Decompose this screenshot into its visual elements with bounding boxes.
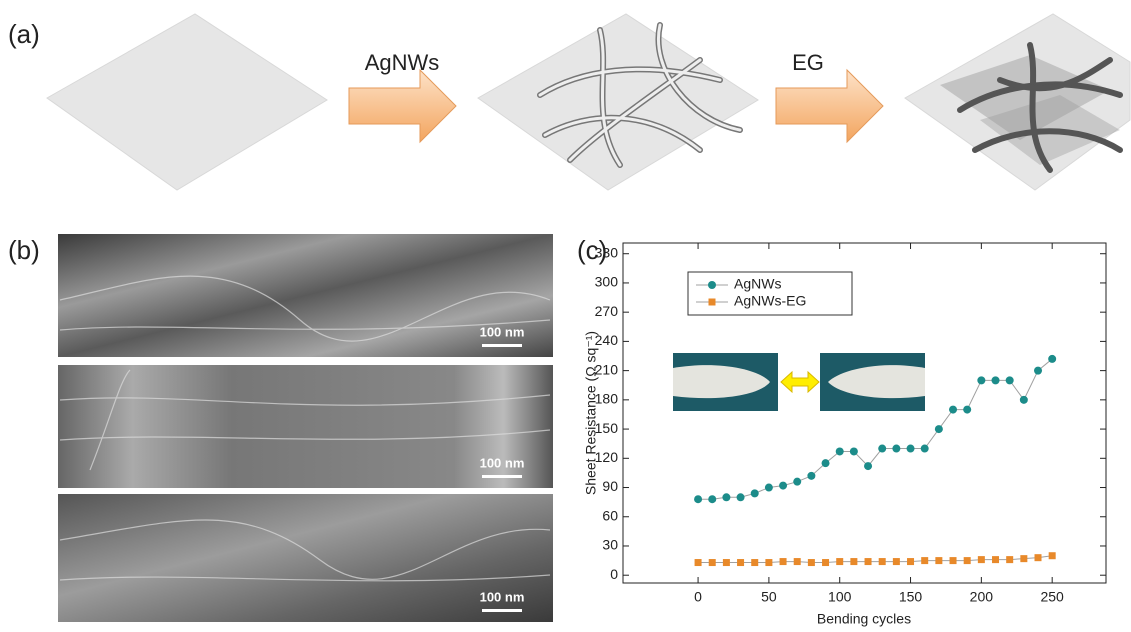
substrate	[47, 14, 327, 190]
y-tick-label: 300	[595, 274, 619, 290]
marker	[708, 495, 716, 503]
arrow	[349, 70, 456, 142]
arrow-label: AgNWs	[365, 50, 440, 75]
marker	[709, 559, 716, 566]
x-tick-label: 200	[970, 589, 994, 605]
marker	[737, 559, 744, 566]
x-tick-label: 50	[761, 589, 777, 605]
marker	[850, 558, 857, 565]
series-line	[698, 556, 1052, 563]
marker	[1006, 556, 1013, 563]
marker	[1049, 552, 1056, 559]
y-tick-label: 270	[595, 303, 619, 319]
marker	[865, 558, 872, 565]
marker	[708, 281, 716, 289]
marker	[878, 445, 886, 453]
marker	[765, 559, 772, 566]
y-axis-label: Sheet Resistance (Ω sq⁻¹)	[583, 331, 599, 495]
marker	[978, 556, 985, 563]
legend-label: AgNWs	[734, 276, 781, 292]
marker	[950, 557, 957, 564]
marker	[694, 495, 702, 503]
figure: (a) AgNWs EG (b) 100 nm 100 nm	[0, 0, 1131, 632]
y-tick-label: 0	[610, 566, 618, 582]
marker	[822, 459, 830, 467]
marker	[935, 557, 942, 564]
marker	[992, 376, 1000, 384]
marker	[1035, 554, 1042, 561]
scale-bar	[482, 609, 522, 612]
marker	[850, 447, 858, 455]
marker	[808, 559, 815, 566]
marker	[892, 445, 900, 453]
y-tick-label: 210	[595, 361, 619, 377]
inset-photo	[673, 353, 925, 411]
marker	[695, 559, 702, 566]
x-tick-label: 0	[694, 589, 702, 605]
y-tick-label: 120	[595, 449, 619, 465]
marker	[1034, 367, 1042, 375]
scale-bar	[482, 475, 522, 478]
y-tick-label: 30	[602, 537, 618, 553]
marker	[864, 462, 872, 470]
marker	[1006, 376, 1014, 384]
scale-bar-label: 100 nm	[480, 324, 525, 339]
marker	[722, 493, 730, 501]
marker	[935, 425, 943, 433]
y-tick-label: 60	[602, 507, 618, 523]
arrow-label: EG	[792, 50, 824, 75]
x-tick-label: 250	[1040, 589, 1064, 605]
marker	[893, 558, 900, 565]
marker	[949, 406, 957, 414]
marker	[779, 482, 787, 490]
scale-bar	[482, 344, 522, 347]
y-tick-label: 330	[595, 244, 619, 260]
marker	[992, 556, 999, 563]
panel-label: (b)	[8, 235, 40, 265]
marker	[807, 472, 815, 480]
marker	[751, 489, 759, 497]
marker	[1020, 555, 1027, 562]
marker	[907, 445, 915, 453]
scale-bar-label: 100 nm	[480, 455, 525, 470]
marker	[921, 445, 929, 453]
marker	[822, 559, 829, 566]
marker	[836, 558, 843, 565]
marker	[765, 484, 773, 492]
marker	[907, 558, 914, 565]
x-tick-label: 150	[899, 589, 923, 605]
marker	[836, 447, 844, 455]
x-tick-label: 100	[828, 589, 852, 605]
marker	[723, 559, 730, 566]
marker	[921, 557, 928, 564]
y-tick-label: 180	[595, 391, 619, 407]
panel-label: (a)	[8, 19, 40, 49]
x-axis-label: Bending cycles	[817, 611, 911, 627]
marker	[1020, 396, 1028, 404]
marker	[737, 493, 745, 501]
y-tick-label: 90	[602, 478, 618, 494]
marker	[794, 558, 801, 565]
y-tick-label: 240	[595, 332, 619, 348]
legend-label: AgNWs-EG	[734, 293, 806, 309]
marker	[963, 406, 971, 414]
marker	[709, 299, 716, 306]
marker	[751, 559, 758, 566]
scale-bar-label: 100 nm	[480, 589, 525, 604]
marker	[964, 557, 971, 564]
marker	[793, 478, 801, 486]
arrow	[776, 70, 883, 142]
marker	[1048, 355, 1056, 363]
marker	[977, 376, 985, 384]
y-tick-label: 150	[595, 420, 619, 436]
marker	[879, 558, 886, 565]
marker	[780, 558, 787, 565]
